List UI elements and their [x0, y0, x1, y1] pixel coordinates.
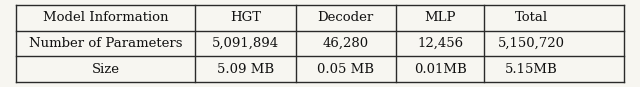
- Bar: [16, 31, 195, 56]
- Text: 5,150,720: 5,150,720: [498, 37, 564, 50]
- Bar: [484, 31, 579, 56]
- Bar: [396, 56, 484, 82]
- Bar: [396, 31, 484, 56]
- Text: Model Information: Model Information: [43, 11, 168, 24]
- Text: 5.09 MB: 5.09 MB: [217, 63, 274, 76]
- Text: Size: Size: [92, 63, 120, 76]
- Text: 0.05 MB: 0.05 MB: [317, 63, 374, 76]
- Bar: [484, 5, 579, 31]
- Bar: [16, 56, 195, 82]
- Bar: [296, 5, 396, 31]
- Bar: [195, 31, 296, 56]
- Bar: [396, 5, 484, 31]
- Text: 12,456: 12,456: [417, 37, 463, 50]
- Text: 5,091,894: 5,091,894: [212, 37, 279, 50]
- Text: Decoder: Decoder: [317, 11, 374, 24]
- Text: Total: Total: [515, 11, 548, 24]
- Bar: [484, 56, 579, 82]
- Text: Number of Parameters: Number of Parameters: [29, 37, 182, 50]
- Bar: [16, 5, 195, 31]
- Text: 46,280: 46,280: [323, 37, 369, 50]
- Text: HGT: HGT: [230, 11, 261, 24]
- Text: MLP: MLP: [424, 11, 456, 24]
- Bar: [296, 31, 396, 56]
- Bar: [296, 56, 396, 82]
- Text: 0.01MB: 0.01MB: [413, 63, 467, 76]
- Text: 5.15MB: 5.15MB: [505, 63, 557, 76]
- Bar: [195, 5, 296, 31]
- Bar: [195, 56, 296, 82]
